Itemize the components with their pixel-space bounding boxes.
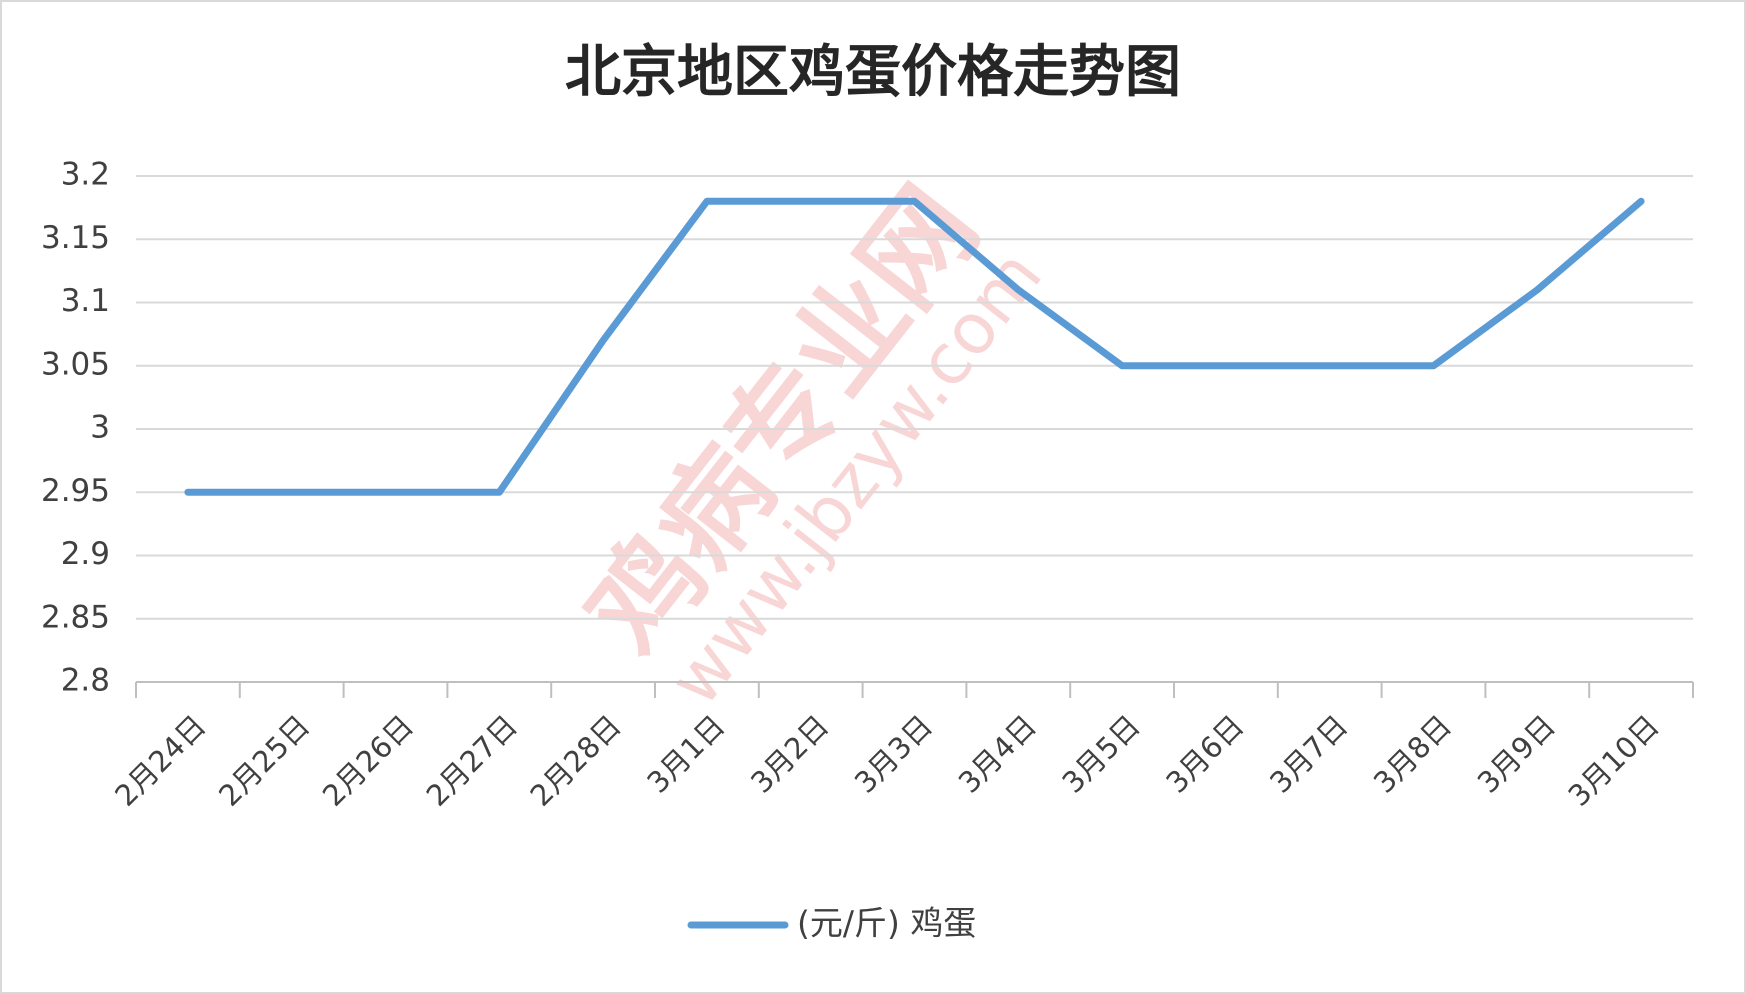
chart-title: 北京地区鸡蛋价格走势图 <box>565 40 1181 105</box>
legend-label: (元/斤) 鸡蛋 <box>797 904 976 943</box>
y-tick-label: 2.85 <box>41 599 110 635</box>
y-tick-label: 3.1 <box>61 283 110 319</box>
y-tick-label: 3.05 <box>41 346 110 382</box>
y-tick-label: 2.8 <box>61 663 110 699</box>
y-tick-label: 2.9 <box>61 536 110 572</box>
line-series <box>184 197 1645 496</box>
y-tick-label: 2.95 <box>41 473 110 509</box>
y-tick-label: 3.15 <box>41 220 110 256</box>
y-tick-label: 3 <box>90 410 110 446</box>
y-tick-label: 3.2 <box>61 157 110 193</box>
